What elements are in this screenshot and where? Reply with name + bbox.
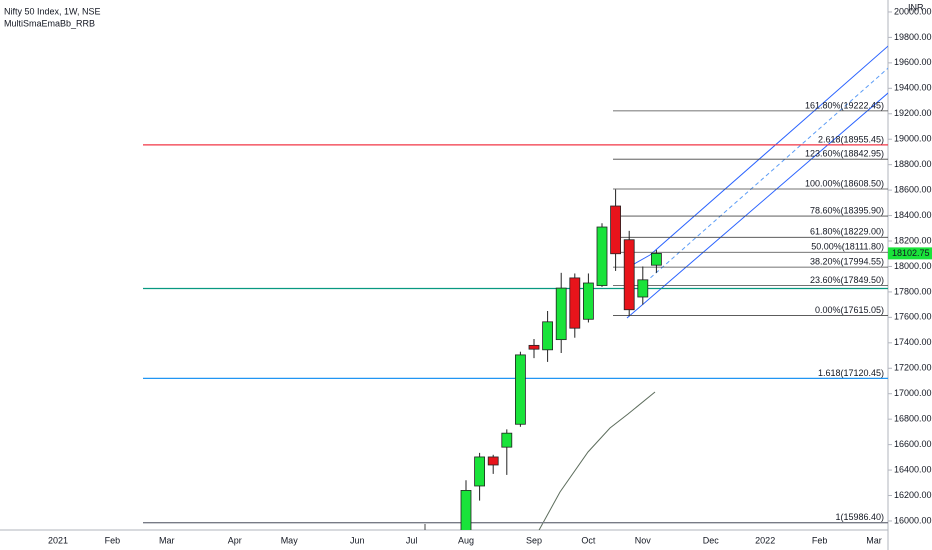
indicator-name: MultiSmaEmaBb_RRB bbox=[4, 18, 95, 28]
fib-label: 23.60%(17849.50) bbox=[810, 275, 884, 285]
y-tick-label: 19200.00 bbox=[894, 108, 932, 118]
channel-upper bbox=[649, 45, 888, 256]
candle-body bbox=[460, 490, 472, 530]
level-label: 2.618(18955.45) bbox=[818, 134, 884, 144]
y-tick-label: 16000.00 bbox=[894, 515, 932, 525]
y-tick-label: 17000.00 bbox=[894, 388, 932, 398]
moving-average bbox=[538, 391, 656, 530]
candle-body bbox=[515, 354, 526, 425]
y-tick-label: 19000.00 bbox=[894, 134, 932, 144]
x-tick-label: Sep bbox=[526, 535, 542, 545]
y-tick-label: 16600.00 bbox=[894, 439, 932, 449]
x-tick-label: Aug bbox=[458, 535, 474, 545]
y-tick-label: 19800.00 bbox=[894, 32, 932, 42]
chart-title: Nifty 50 Index, 1W, NSE bbox=[4, 6, 101, 16]
x-tick-label: Feb bbox=[812, 535, 828, 545]
fib-label: 38.20%(17994.55) bbox=[810, 257, 884, 267]
x-tick-label: Nov bbox=[635, 535, 652, 545]
x-tick-label: 2021 bbox=[48, 535, 68, 545]
x-tick-label: May bbox=[281, 535, 299, 545]
candle-body bbox=[569, 277, 581, 329]
y-tick-label: 20000.00 bbox=[894, 6, 932, 16]
candle-body bbox=[501, 432, 513, 448]
y-tick-label: 18600.00 bbox=[894, 184, 932, 194]
x-tick-label: Dec bbox=[703, 535, 720, 545]
y-tick-label: 17800.00 bbox=[894, 286, 932, 296]
y-tick-label: 18000.00 bbox=[894, 261, 932, 271]
x-tick-label: Oct bbox=[581, 535, 596, 545]
candle-body bbox=[651, 252, 662, 266]
y-tick-label: 16200.00 bbox=[894, 490, 932, 500]
y-tick-label: 19600.00 bbox=[894, 57, 932, 67]
candle-body bbox=[596, 226, 608, 286]
x-tick-label: Mar bbox=[159, 535, 175, 545]
last-price-label: 18102.75 bbox=[892, 248, 930, 258]
y-tick-label: 17600.00 bbox=[894, 312, 932, 322]
fib-label: 161.80%(19222.45) bbox=[805, 100, 884, 110]
channel-middle bbox=[639, 67, 888, 288]
fib-label: 123.60%(18842.95) bbox=[805, 149, 884, 159]
y-tick-label: 19400.00 bbox=[894, 83, 932, 93]
fib-label: 0.00%(17615.05) bbox=[815, 305, 884, 315]
plot-area bbox=[143, 110, 888, 530]
candle-body bbox=[637, 279, 649, 298]
y-tick-label: 18800.00 bbox=[894, 159, 932, 169]
y-tick-label: 17200.00 bbox=[894, 363, 932, 373]
x-tick-label: Apr bbox=[228, 535, 242, 545]
x-tick-label: 2022 bbox=[755, 535, 775, 545]
fib-label: 100.00%(18608.50) bbox=[805, 178, 884, 188]
last-price-box bbox=[888, 247, 932, 260]
level-label: 1(15986.40) bbox=[835, 512, 884, 522]
candle-body bbox=[487, 456, 499, 466]
candle-body bbox=[610, 205, 621, 255]
candle-body bbox=[555, 287, 567, 341]
y-tick-label: 18200.00 bbox=[894, 235, 932, 245]
x-tick-label: Jul bbox=[406, 535, 418, 545]
x-tick-label: Jun bbox=[350, 535, 365, 545]
fib-label: 50.00%(18111.80) bbox=[811, 242, 884, 252]
candle-body bbox=[583, 282, 594, 320]
candle-body bbox=[542, 321, 553, 351]
currency: INR bbox=[908, 2, 924, 12]
candle-body bbox=[623, 239, 635, 311]
channel-lower bbox=[626, 92, 888, 319]
y-tick-label: 18400.00 bbox=[894, 210, 932, 220]
x-tick-label: Mar bbox=[866, 535, 882, 545]
y-tick-label: 16800.00 bbox=[894, 414, 932, 424]
level-label: 1.618(17120.45) bbox=[818, 368, 884, 378]
fib-label: 61.80%(18229.00) bbox=[810, 227, 884, 237]
candle-body bbox=[528, 344, 540, 350]
x-tick-label: Feb bbox=[105, 535, 121, 545]
y-tick-label: 16400.00 bbox=[894, 464, 932, 474]
fib-label: 78.60%(18395.90) bbox=[810, 205, 884, 215]
y-tick-label: 17400.00 bbox=[894, 337, 932, 347]
candle-body bbox=[474, 456, 486, 487]
